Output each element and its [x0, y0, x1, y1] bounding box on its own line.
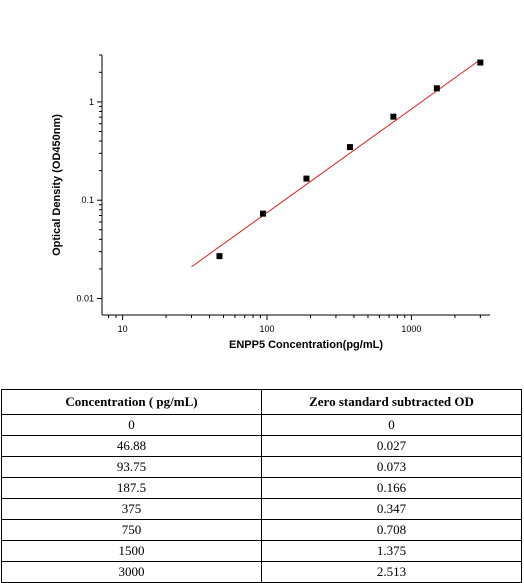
table-row: 1500 1.375 — [1, 540, 522, 562]
cell-concentration: 93.75 — [1, 456, 262, 478]
y-tick-label: 0.01 — [76, 294, 94, 304]
y-tick-label: 0.1 — [81, 195, 94, 205]
data-point — [433, 85, 440, 92]
data-point — [303, 175, 310, 182]
cell-concentration: 375 — [1, 498, 262, 520]
y-axis-title: Optical Density (OD450nm) — [51, 114, 63, 256]
cell-concentration: 1500 — [1, 540, 262, 562]
cell-od: 0.708 — [261, 519, 522, 541]
data-point — [346, 144, 353, 151]
data-point — [216, 253, 223, 260]
table-row: 0 0 — [1, 414, 522, 436]
cell-od: 2.513 — [261, 561, 522, 583]
table-row: 375 0.347 — [1, 498, 522, 520]
standard-curve-chart: 10 100 1000 0.01 0.1 1 ENPP5 Concentration(pg… — [51, 54, 490, 351]
cell-concentration: 3000 — [1, 561, 262, 583]
cell-concentration: 187.5 — [1, 477, 262, 499]
fit-line-group — [191, 60, 479, 268]
table-row: 750 0.708 — [1, 519, 522, 541]
standard-curve-table: Concentration ( pg/mL) Zero standard sub… — [1, 389, 522, 583]
table-row: 93.75 0.073 — [1, 456, 522, 478]
cell-od: 0 — [261, 414, 522, 436]
cell-od: 0.027 — [261, 435, 522, 457]
cell-concentration: 0 — [1, 414, 262, 436]
data-point — [259, 210, 266, 217]
cell-od: 0.073 — [261, 456, 522, 478]
cell-concentration: 46.88 — [1, 435, 262, 457]
y-tick-label: 1 — [89, 97, 94, 107]
table-row: 46.88 0.027 — [1, 435, 522, 457]
table-row: 187.5 0.166 — [1, 477, 522, 499]
x-axis-title: ENPP5 Concentration(pg/mL) — [229, 339, 383, 351]
data-point — [390, 113, 397, 120]
fit-line — [191, 60, 479, 268]
cell-od: 0.347 — [261, 498, 522, 520]
header-concentration: Concentration ( pg/mL) — [1, 389, 262, 415]
table-row: 3000 2.513 — [1, 561, 522, 583]
table-header-row: Concentration ( pg/mL) Zero standard sub… — [1, 389, 522, 415]
header-od: Zero standard subtracted OD — [261, 389, 522, 415]
data-points — [216, 59, 484, 260]
data-point — [477, 59, 484, 66]
x-tick-label: 10 — [118, 324, 128, 334]
cell-concentration: 750 — [1, 519, 262, 541]
x-tick-label: 1000 — [401, 324, 421, 334]
x-tick-label: 100 — [260, 324, 275, 334]
cell-od: 1.375 — [261, 540, 522, 562]
cell-od: 0.166 — [261, 477, 522, 499]
axes: 10 100 1000 0.01 0.1 1 — [76, 54, 490, 334]
